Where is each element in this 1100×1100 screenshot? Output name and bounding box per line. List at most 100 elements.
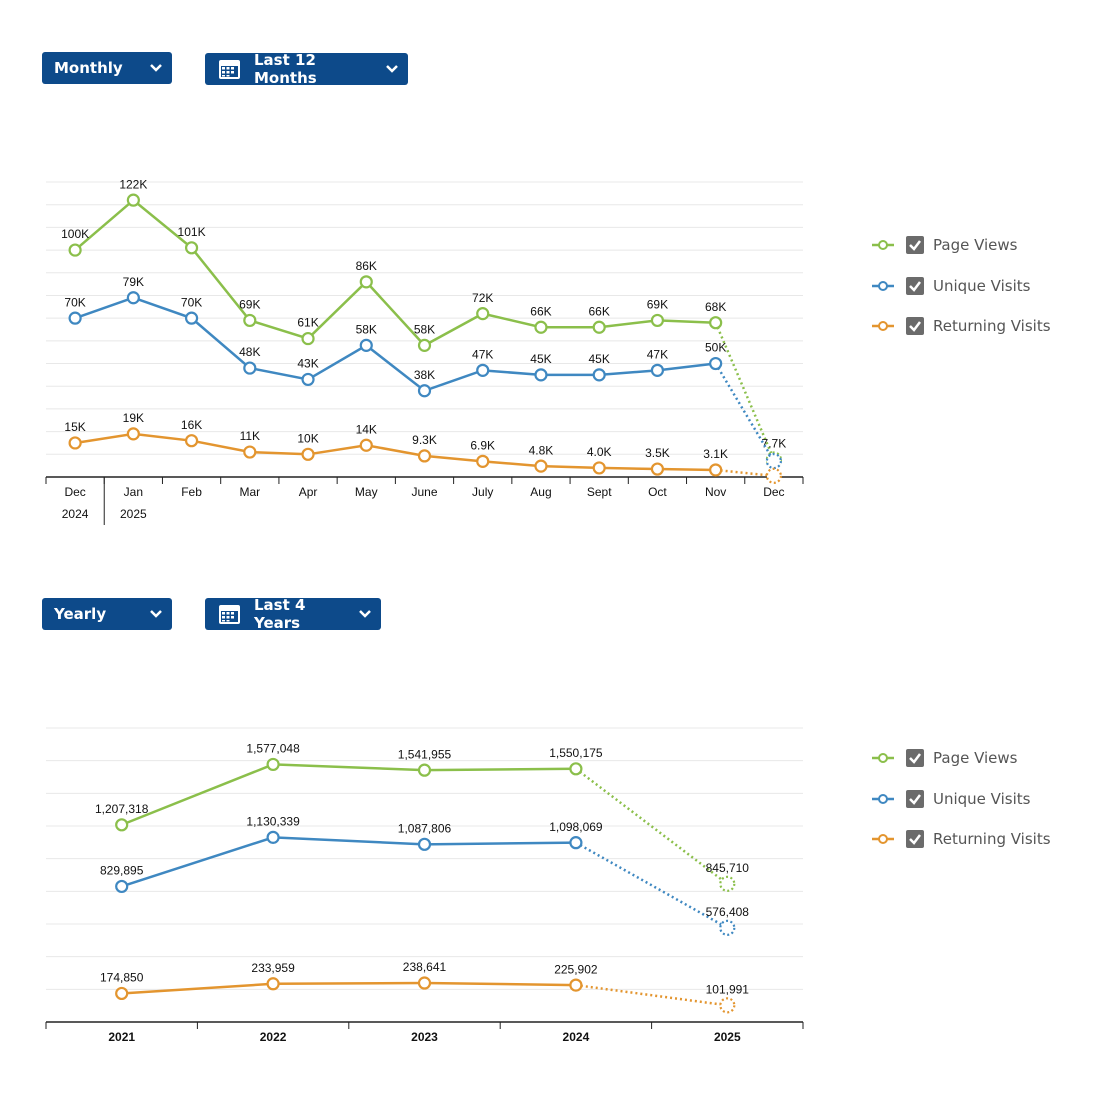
calendar-icon bbox=[219, 60, 240, 79]
data-point bbox=[534, 368, 548, 382]
data-label: 6.9K bbox=[470, 439, 495, 453]
data-label: 1,130,339 bbox=[246, 815, 300, 829]
data-label: 72K bbox=[472, 291, 493, 305]
calendar-icon bbox=[219, 605, 240, 624]
data-point bbox=[569, 978, 583, 992]
data-label: 69K bbox=[239, 298, 260, 312]
legend-marker bbox=[872, 793, 894, 804]
legend-item[interactable]: Returning Visits bbox=[872, 314, 1051, 338]
data-point bbox=[476, 454, 490, 468]
legend-label: Unique Visits bbox=[933, 276, 1031, 295]
legend-item[interactable]: Unique Visits bbox=[872, 787, 1030, 811]
legend-dot bbox=[878, 753, 888, 763]
data-point bbox=[592, 320, 606, 334]
data-point bbox=[184, 241, 199, 255]
data-label: 86K bbox=[356, 259, 377, 273]
legend-label: Returning Visits bbox=[933, 317, 1051, 335]
legend-checkbox[interactable] bbox=[906, 236, 924, 254]
x-tick-label: July bbox=[472, 485, 493, 499]
data-label: 70K bbox=[64, 295, 85, 309]
checkmark bbox=[909, 753, 921, 764]
data-point bbox=[266, 757, 280, 772]
data-point bbox=[569, 836, 583, 850]
data-point bbox=[184, 311, 199, 325]
data-label: 1,550,175 bbox=[549, 746, 603, 760]
interval-dropdown[interactable]: Yearly bbox=[42, 598, 172, 630]
data-label: 38K bbox=[414, 368, 435, 382]
data-point bbox=[709, 316, 723, 330]
legend-item[interactable]: Returning Visits bbox=[872, 827, 1051, 851]
data-point bbox=[115, 986, 129, 1001]
data-label: 61K bbox=[297, 316, 318, 330]
legend-marker bbox=[872, 240, 894, 250]
legend-checkbox[interactable] bbox=[906, 276, 924, 295]
legend-label: Page Views bbox=[933, 236, 1018, 254]
data-point bbox=[359, 438, 373, 452]
data-label: 1,207,318 bbox=[95, 802, 149, 816]
data-point bbox=[126, 193, 140, 207]
legend-item[interactable]: Page Views bbox=[872, 746, 1018, 770]
legend-checkbox[interactable] bbox=[906, 789, 924, 808]
data-label: 1,541,955 bbox=[398, 747, 452, 761]
interval-label: Monthly bbox=[54, 59, 123, 77]
data-point bbox=[534, 459, 548, 473]
data-point bbox=[765, 453, 782, 470]
data-label: 66K bbox=[530, 304, 551, 318]
data-label: 50K bbox=[705, 341, 726, 355]
partial-line bbox=[575, 983, 728, 1007]
checkmark bbox=[909, 240, 921, 251]
data-point bbox=[266, 977, 280, 991]
data-label: 58K bbox=[414, 323, 435, 337]
data-point bbox=[359, 338, 373, 352]
x-tick-label: June bbox=[411, 485, 437, 499]
data-point bbox=[68, 243, 82, 257]
chevron bbox=[150, 64, 162, 72]
legend-checkbox[interactable] bbox=[906, 830, 924, 848]
range-label: Last 12 Months bbox=[254, 51, 317, 87]
interval-dropdown[interactable]: Monthly bbox=[42, 52, 172, 84]
data-point bbox=[301, 331, 315, 346]
data-point bbox=[765, 467, 782, 484]
legend-checkbox[interactable] bbox=[906, 317, 924, 335]
data-label: 238,641 bbox=[403, 960, 447, 974]
data-point bbox=[115, 818, 129, 832]
data-label: 1,087,806 bbox=[398, 821, 452, 835]
x-tick-label: Apr bbox=[299, 485, 318, 499]
x-tick-label: Dec bbox=[64, 485, 85, 499]
data-label: 1,098,069 bbox=[549, 820, 603, 834]
data-label: 10K bbox=[297, 431, 318, 445]
data-point bbox=[709, 463, 723, 477]
data-point bbox=[184, 434, 199, 448]
series-line bbox=[74, 296, 716, 393]
data-point bbox=[417, 763, 432, 777]
data-label: 576,408 bbox=[706, 905, 750, 919]
x-tick-label: Feb bbox=[181, 485, 202, 499]
legend-dot bbox=[878, 793, 888, 804]
data-label: 66K bbox=[589, 304, 610, 318]
x-tick-label: Dec bbox=[763, 485, 784, 499]
partial-line bbox=[575, 841, 728, 929]
legend-item[interactable]: Page Views bbox=[872, 233, 1018, 257]
data-label: 47K bbox=[647, 348, 668, 362]
series-line bbox=[74, 432, 716, 472]
data-point bbox=[243, 313, 257, 328]
data-point bbox=[417, 384, 432, 398]
range-dropdown[interactable]: Last 12 Months bbox=[205, 51, 408, 87]
data-label: 100K bbox=[61, 227, 89, 241]
data-point bbox=[417, 837, 432, 851]
data-point bbox=[476, 307, 490, 321]
data-point bbox=[301, 447, 315, 461]
series-line bbox=[121, 763, 576, 826]
partial-line bbox=[714, 362, 775, 462]
x-tick-label: 2024 bbox=[563, 1030, 590, 1044]
data-label: 174,850 bbox=[100, 971, 144, 985]
legend-item[interactable]: Unique Visits bbox=[872, 274, 1030, 298]
data-label: 233,959 bbox=[251, 961, 295, 975]
range-dropdown[interactable]: Last 4 Years bbox=[205, 596, 381, 632]
data-label: 43K bbox=[297, 357, 318, 371]
legend-checkbox[interactable] bbox=[906, 749, 924, 767]
legend-dot bbox=[878, 280, 888, 291]
legend-marker bbox=[872, 280, 894, 291]
data-point bbox=[417, 338, 432, 352]
